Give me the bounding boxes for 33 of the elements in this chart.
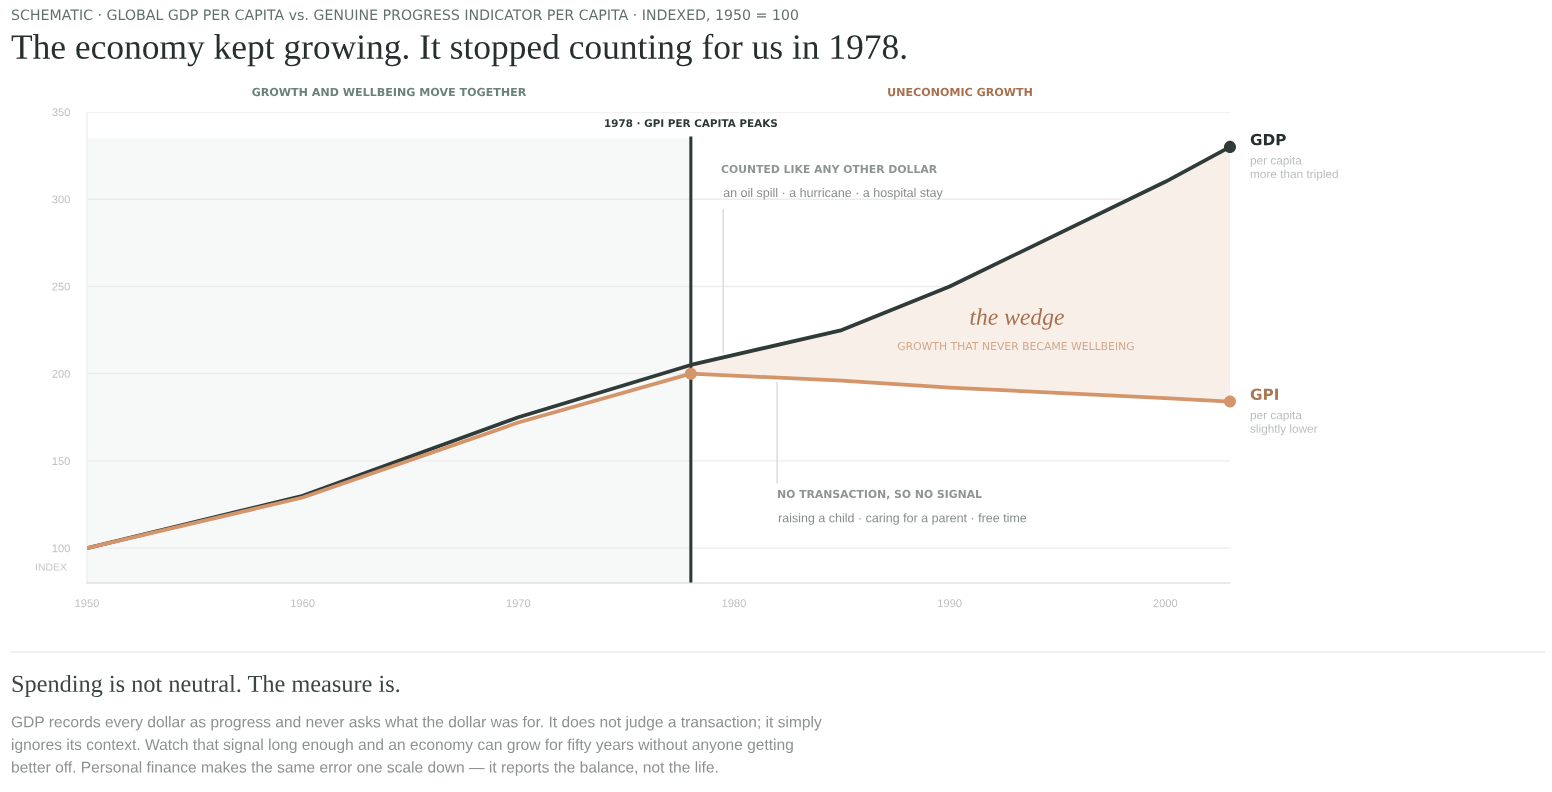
y-tick-label: 100 xyxy=(52,544,70,553)
y-tick-label: 250 xyxy=(52,282,70,291)
x-tick-label: 1980 xyxy=(722,599,746,608)
y-tick-label: 200 xyxy=(52,369,70,378)
annotation: per capita slightly lower xyxy=(1250,410,1318,436)
annotation: raising a child · caring for a parent · free time xyxy=(778,513,1027,525)
y-tick-label: 350 xyxy=(52,108,70,117)
series-label: GDP xyxy=(1250,133,1286,146)
x-tick-label: 1960 xyxy=(291,599,315,608)
chart-title: The economy kept growing. It stopped counting for us in 1978. xyxy=(11,33,906,67)
y-axis-title: INDEX xyxy=(36,563,67,571)
annotation: an oil spill · a hurricane · a hospital stay xyxy=(723,187,943,200)
x-tick-label: 1950 xyxy=(75,599,99,608)
annotation: GROWTH THAT NEVER BECAME WELLBEING xyxy=(897,341,1134,351)
x-tick-label: 1970 xyxy=(506,599,531,608)
annotation: NO TRANSACTION, SO NO SIGNAL xyxy=(778,489,982,500)
text: GROWTH AND WELLBEING MOVE TOGETHER xyxy=(252,87,527,97)
annotation: COUNTED LIKE ANY OTHER DOLLAR xyxy=(721,164,937,174)
point xyxy=(1223,395,1237,408)
point xyxy=(684,367,697,380)
x-tick-label: 1990 xyxy=(938,599,962,608)
ref-line-label: 1978 · GPI PER CAPITA PEAKS xyxy=(605,119,778,128)
x-tick-label: 2000 xyxy=(1153,599,1178,608)
text: UNECONOMIC GROWTH xyxy=(888,87,1032,97)
annotation: the wedge xyxy=(970,308,1064,330)
y-tick-label: 300 xyxy=(52,195,70,204)
text: GDP records every dollar as progress and never asks what the dollar was for. It does not judge a transaction; it simply ignores its context. Watch that signal long enough and an economy can grow for fifty years without anyone getting better off. Personal finance makes the same error one scale down — it reports the balance, not the life. xyxy=(11,716,822,776)
series-label: GPI xyxy=(1250,388,1279,401)
chart-subtitle: SCHEMATIC · GLOBAL GDP PER CAPITA vs. GENUINE PROGRESS INDICATOR PER CAPITA · INDEXED, 1950 = 100 xyxy=(11,9,798,22)
point xyxy=(1223,140,1237,153)
text: Spending is not neutral. The measure is. xyxy=(12,674,400,698)
y-tick-label: 150 xyxy=(52,457,70,466)
annotation: per capita more than tripled xyxy=(1250,155,1338,181)
